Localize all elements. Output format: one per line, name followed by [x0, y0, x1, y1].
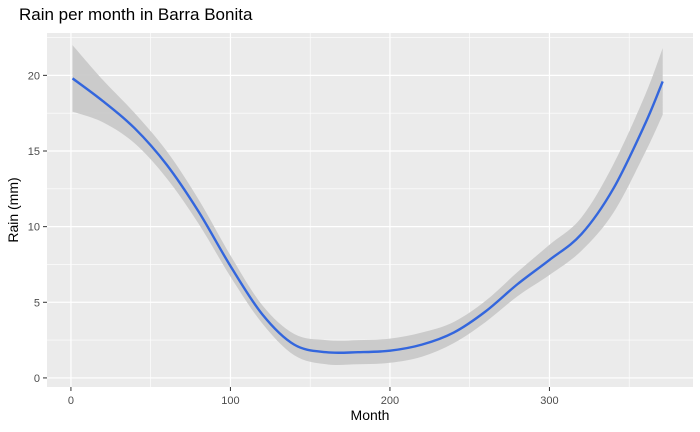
x-tick-label: 300 [540, 395, 558, 407]
y-tick-label: 15 [28, 146, 40, 158]
grid-major [47, 33, 693, 387]
y-tick-label: 10 [28, 222, 40, 234]
y-tick-label: 5 [34, 297, 40, 309]
x-axis-ticks: 0 100 200 300 [68, 387, 559, 407]
y-tick-label: 20 [28, 70, 40, 82]
smooth-line [71, 77, 664, 355]
y-tick-label: 0 [34, 373, 40, 385]
grid-minor [47, 33, 693, 387]
x-tick-label: 0 [68, 395, 74, 407]
x-tick-label: 200 [381, 395, 399, 407]
y-axis-ticks: 0 5 10 15 20 [28, 70, 47, 385]
plot-panel [47, 33, 693, 387]
chart-title: Rain per month in Barra Bonita [19, 5, 253, 24]
x-tick-label: 100 [221, 395, 239, 407]
x-axis-title: Month [351, 407, 390, 423]
y-axis-title: Rain (mm) [5, 177, 21, 242]
